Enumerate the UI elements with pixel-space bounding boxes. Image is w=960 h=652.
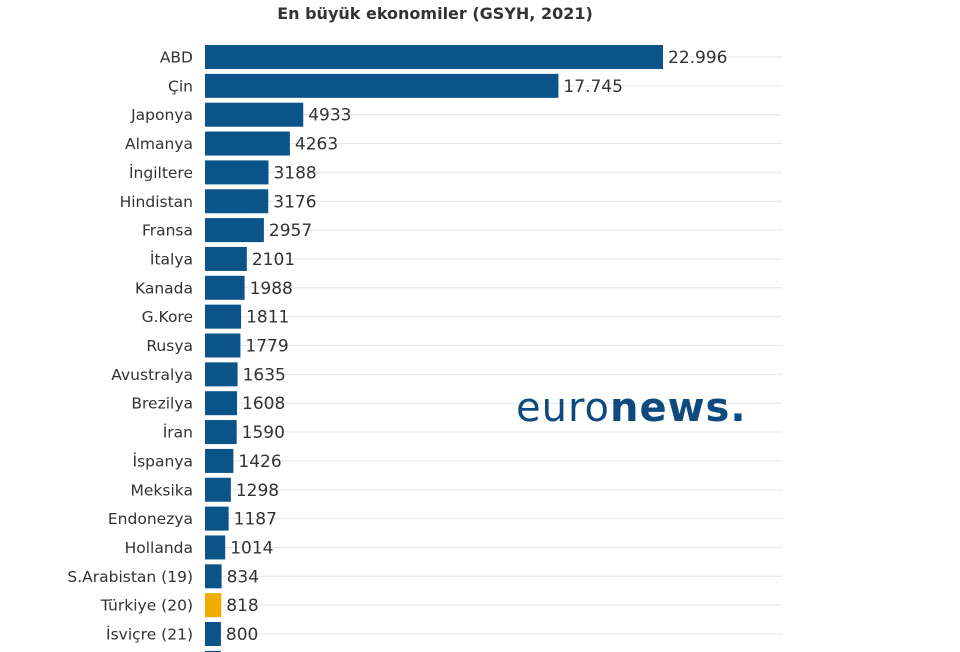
category-label: G.Kore bbox=[142, 308, 193, 326]
bar-13 bbox=[205, 420, 237, 445]
bar-4 bbox=[205, 160, 269, 185]
value-label: 22.996 bbox=[668, 48, 727, 68]
value-label: 4933 bbox=[308, 106, 351, 126]
value-label: 2957 bbox=[269, 221, 312, 241]
bar-18 bbox=[205, 564, 222, 589]
bar-10 bbox=[205, 333, 241, 358]
value-label: 1779 bbox=[245, 337, 288, 357]
bar-cutoff bbox=[205, 650, 221, 652]
value-label: 2101 bbox=[252, 250, 295, 270]
category-label: Brezilya bbox=[131, 395, 193, 413]
category-label: İran bbox=[163, 423, 193, 442]
bar-11 bbox=[205, 362, 238, 387]
bar-0 bbox=[205, 45, 663, 69]
bar-2 bbox=[205, 102, 304, 127]
bar-16 bbox=[205, 506, 229, 531]
value-label: 834 bbox=[227, 567, 259, 587]
bar-7 bbox=[205, 246, 247, 271]
bar-17 bbox=[205, 535, 226, 560]
value-label: 818 bbox=[226, 596, 258, 616]
category-label: Almanya bbox=[125, 135, 193, 153]
value-label: 3176 bbox=[273, 192, 316, 212]
value-label: 1590 bbox=[242, 423, 285, 443]
value-label: 1608 bbox=[242, 394, 285, 414]
category-label: Fransa bbox=[142, 222, 193, 240]
value-label: 4263 bbox=[295, 135, 338, 155]
value-label: 800 bbox=[226, 625, 258, 645]
category-label: ABD bbox=[160, 49, 193, 67]
chart-title: En büyük ekonomiler (GSYH, 2021) bbox=[277, 4, 593, 23]
logo-dot: . bbox=[730, 385, 747, 431]
category-label: Hollanda bbox=[125, 539, 193, 557]
category-label: Türkiye (20) bbox=[100, 597, 193, 615]
bar-12 bbox=[205, 391, 238, 416]
logo-euro: euro bbox=[516, 385, 610, 431]
bar-14 bbox=[205, 448, 234, 473]
category-label: İspanya bbox=[133, 451, 193, 470]
bar-19 bbox=[205, 593, 222, 618]
category-label: Meksika bbox=[131, 481, 193, 499]
category-label: İngiltere bbox=[129, 163, 193, 182]
category-label: Japonya bbox=[130, 106, 193, 124]
bar-6 bbox=[205, 218, 264, 243]
value-label: 1635 bbox=[243, 365, 286, 385]
bar-15 bbox=[205, 477, 231, 502]
bar-5 bbox=[205, 189, 269, 214]
value-label: 3188 bbox=[273, 163, 316, 183]
category-label: Kanada bbox=[135, 279, 193, 297]
bar-9 bbox=[205, 304, 242, 329]
bar-1 bbox=[205, 73, 559, 98]
value-label: 1426 bbox=[238, 452, 281, 472]
value-label: 17.745 bbox=[563, 77, 622, 97]
value-label: 1187 bbox=[234, 510, 277, 530]
category-label: İsviçre (21) bbox=[106, 625, 193, 644]
logo-news: news bbox=[610, 385, 731, 431]
value-label: 1298 bbox=[236, 481, 279, 501]
value-label: 1988 bbox=[250, 279, 293, 299]
value-label: 1014 bbox=[230, 538, 273, 558]
category-label: Rusya bbox=[146, 337, 193, 355]
bar-8 bbox=[205, 275, 245, 300]
category-label: Endonezya bbox=[108, 510, 193, 528]
bar-3 bbox=[205, 131, 290, 156]
value-label: 1811 bbox=[246, 308, 289, 328]
category-label: Çin bbox=[168, 77, 193, 95]
category-label: S.Arabistan (19) bbox=[67, 568, 193, 586]
category-label: Avustralya bbox=[111, 366, 193, 384]
category-label: İtalya bbox=[150, 249, 193, 268]
euronews-logo: euronews. bbox=[516, 384, 747, 432]
category-label: Hindistan bbox=[120, 193, 193, 211]
bar-20 bbox=[205, 622, 221, 646]
